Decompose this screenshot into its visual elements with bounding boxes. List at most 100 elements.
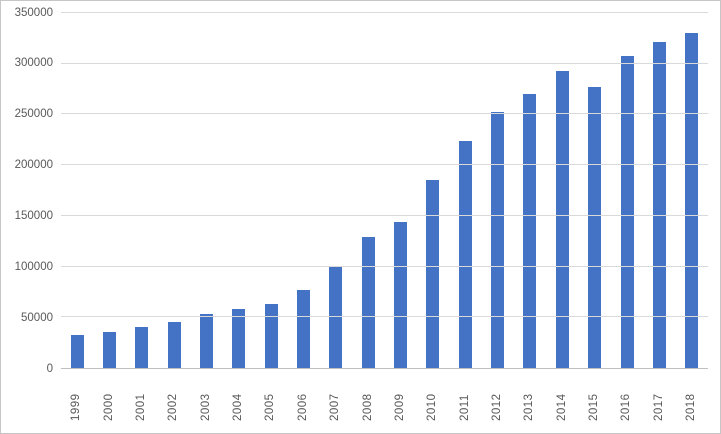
x-tick-label: 2002	[167, 393, 180, 421]
gridline	[61, 265, 708, 267]
x-slot: 2000	[93, 369, 125, 421]
bar-slot	[255, 13, 287, 368]
bar-slot	[190, 13, 222, 368]
bar-slot	[93, 13, 125, 368]
x-slot: 2014	[546, 369, 578, 421]
gridline	[61, 62, 708, 64]
bar-2017	[652, 42, 666, 368]
bar-slot	[481, 13, 513, 368]
bar-slot	[449, 13, 481, 368]
y-tick-label: 50000	[21, 311, 53, 324]
bar-chart: 0 50000 100000 150000 200000 250000 300000 3500…	[9, 7, 708, 429]
bar-2015	[588, 87, 602, 368]
bar-slot	[158, 13, 190, 368]
gridline	[61, 164, 708, 166]
x-tick-label: 2013	[523, 393, 536, 421]
x-slot: 2007	[320, 369, 352, 421]
x-tick-label: 2007	[329, 393, 342, 421]
x-slot: 2004	[223, 369, 255, 421]
x-slot: 2011	[449, 369, 481, 421]
x-slot: 2015	[579, 369, 611, 421]
x-slot: 2001	[126, 369, 158, 421]
x-axis-labels: 1999 2000 2001 2002 2003 2004 2005 2006 2007 2008…	[61, 369, 708, 421]
y-tick-label: 350000	[14, 6, 53, 19]
x-tick-label: 2003	[199, 393, 212, 421]
bar-slot	[417, 13, 449, 368]
y-tick-label: 0	[46, 362, 53, 375]
bar-2002	[167, 322, 181, 368]
bar-slot	[287, 13, 319, 368]
bar-slot	[514, 13, 546, 368]
x-axis-row: 1999 2000 2001 2002 2003 2004 2005 2006 2007 2008…	[9, 369, 708, 421]
x-slot: 2012	[481, 369, 513, 421]
bar-1999	[70, 334, 84, 368]
x-tick-label: 1999	[70, 393, 83, 421]
x-slot: 2017	[643, 369, 675, 421]
gridline	[61, 316, 708, 318]
bar-slot	[126, 13, 158, 368]
x-tick-label: 2011	[458, 394, 471, 421]
bar-2011	[458, 140, 472, 368]
gridline	[61, 214, 708, 216]
x-slot: 2010	[417, 369, 449, 421]
x-slot: 1999	[61, 369, 93, 421]
x-slot: 2006	[287, 369, 319, 421]
x-tick-label: 2017	[652, 393, 665, 421]
x-tick-label: 2016	[620, 393, 633, 421]
bar-2003	[200, 314, 214, 368]
y-tick-label: 250000	[14, 107, 53, 120]
y-tick-label: 100000	[14, 260, 53, 273]
x-slot: 2013	[514, 369, 546, 421]
x-tick-label: 2004	[232, 393, 245, 421]
bar-2000	[103, 331, 117, 368]
x-tick-label: 2000	[102, 393, 115, 421]
bar-slot	[223, 13, 255, 368]
bar-2012	[491, 112, 505, 368]
y-tick-label: 200000	[14, 158, 53, 171]
x-tick-label: 2014	[555, 393, 568, 421]
x-slot: 2016	[611, 369, 643, 421]
x-tick-label: 2005	[264, 393, 277, 421]
bar-2004	[232, 309, 246, 368]
x-tick-label: 2008	[361, 393, 374, 421]
bar-2006	[297, 289, 311, 368]
bar-2014	[555, 70, 569, 368]
plot-area	[61, 12, 708, 369]
x-slot: 2003	[190, 369, 222, 421]
bar-2009	[394, 221, 408, 368]
y-axis: 0 50000 100000 150000 200000 250000 300000 3500…	[9, 7, 61, 374]
bar-2013	[523, 94, 537, 368]
x-tick-label: 2010	[426, 393, 439, 421]
x-slot: 2018	[676, 369, 708, 421]
x-tick-label: 2001	[135, 393, 148, 421]
bar-2005	[264, 304, 278, 368]
x-tick-label: 2012	[490, 393, 503, 421]
bar-slot	[320, 13, 352, 368]
bar-2016	[620, 55, 634, 368]
x-tick-label: 2015	[587, 393, 600, 421]
bar-2008	[361, 237, 375, 368]
bars	[61, 13, 708, 368]
bar-slot	[676, 13, 708, 368]
bar-slot	[579, 13, 611, 368]
x-slot: 2009	[384, 369, 416, 421]
y-tick-label: 300000	[14, 57, 53, 70]
x-slot: 2002	[158, 369, 190, 421]
x-slot: 2008	[352, 369, 384, 421]
bar-slot	[546, 13, 578, 368]
plot-row: 0 50000 100000 150000 200000 250000 300000 3500…	[9, 7, 708, 374]
bar-2010	[426, 180, 440, 368]
x-tick-label: 2006	[296, 393, 309, 421]
bar-slot	[643, 13, 675, 368]
bar-slot	[611, 13, 643, 368]
bar-2001	[135, 327, 149, 368]
y-tick-label: 150000	[14, 209, 53, 222]
bar-2018	[685, 33, 699, 368]
x-slot: 2005	[255, 369, 287, 421]
gridline	[61, 113, 708, 115]
gridline	[61, 12, 708, 13]
bar-slot	[384, 13, 416, 368]
y-axis-spacer	[9, 369, 61, 421]
bar-slot	[352, 13, 384, 368]
